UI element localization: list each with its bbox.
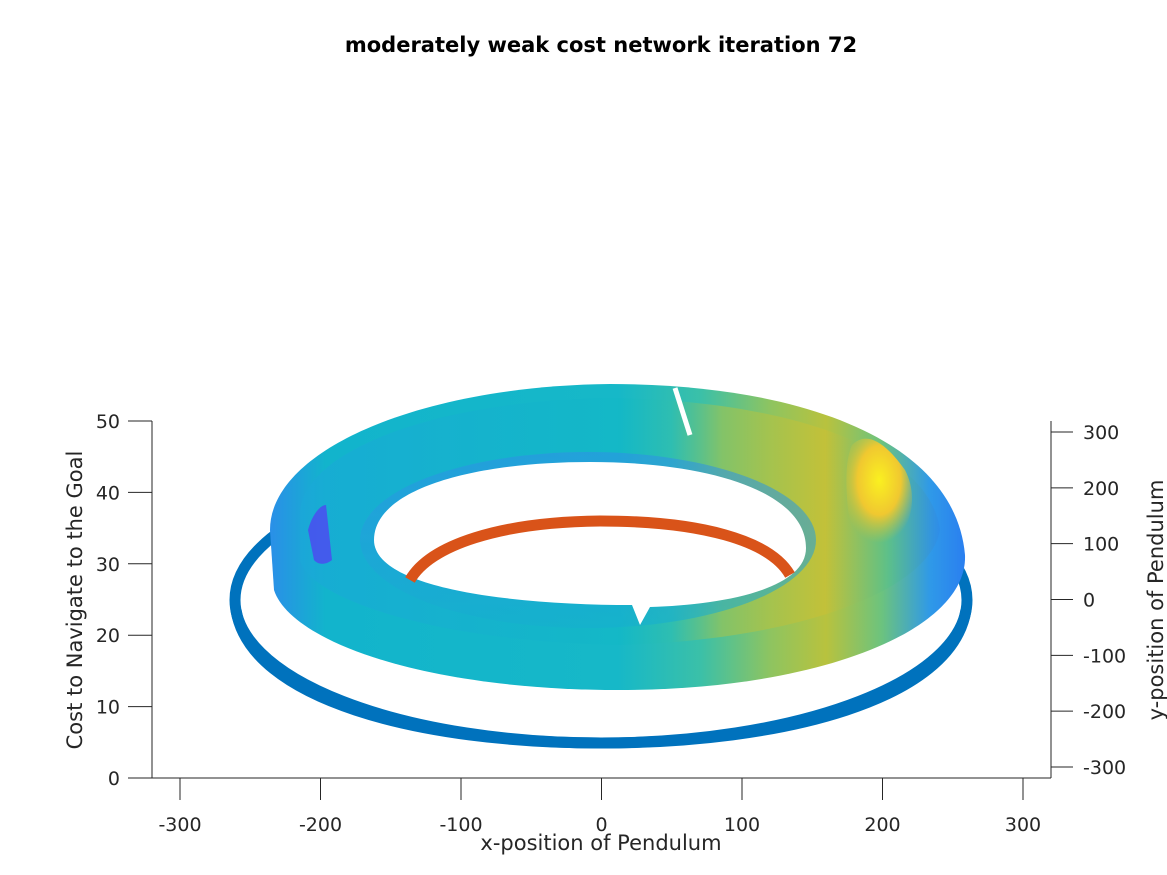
x-tick-label: 200 — [864, 814, 900, 836]
x-tick-label: -200 — [299, 814, 342, 836]
axes: 0 10 20 30 40 50 -300 -200 -100 0 100 200 300 300 20… — [96, 411, 1126, 836]
cost-surface — [270, 384, 966, 690]
z-tick-label: 20 — [96, 625, 120, 647]
y-tick-label: 0 — [1083, 590, 1095, 612]
surface-hole — [374, 462, 806, 625]
z-tick-label: 0 — [108, 768, 120, 790]
surface-dark-notch — [308, 505, 332, 564]
y-tick-label: -300 — [1083, 757, 1126, 779]
x-tick-label: -300 — [158, 814, 201, 836]
z-tick-label: 50 — [96, 411, 120, 433]
surface-seam-top — [672, 387, 693, 436]
z-tick-label: 40 — [96, 482, 120, 504]
outer-ring-front — [230, 608, 972, 749]
y-tick-label: 300 — [1083, 422, 1119, 444]
x-tick-label: -100 — [439, 814, 482, 836]
z-tick-label: 30 — [96, 554, 120, 576]
x-axis-label: x-position of Pendulum — [480, 831, 721, 855]
chart-title: moderately weak cost network iteration 7… — [345, 33, 857, 57]
x-tick-label: 300 — [1005, 814, 1041, 836]
y-axis-label: y-position of Pendulum — [1144, 480, 1167, 721]
x-tick-label: 100 — [724, 814, 760, 836]
inner-ring — [405, 515, 795, 583]
x-tick-label: 0 — [595, 814, 607, 836]
z-tick-label: 10 — [96, 697, 120, 719]
y-tick-label: -200 — [1083, 701, 1126, 723]
z-axis-label: Cost to Navigate to the Goal — [63, 451, 87, 750]
y-tick-label: 100 — [1083, 534, 1119, 556]
y-tick-label: 200 — [1083, 478, 1119, 500]
surface-hotspot — [846, 438, 913, 543]
y-tick-label: -100 — [1083, 645, 1126, 667]
